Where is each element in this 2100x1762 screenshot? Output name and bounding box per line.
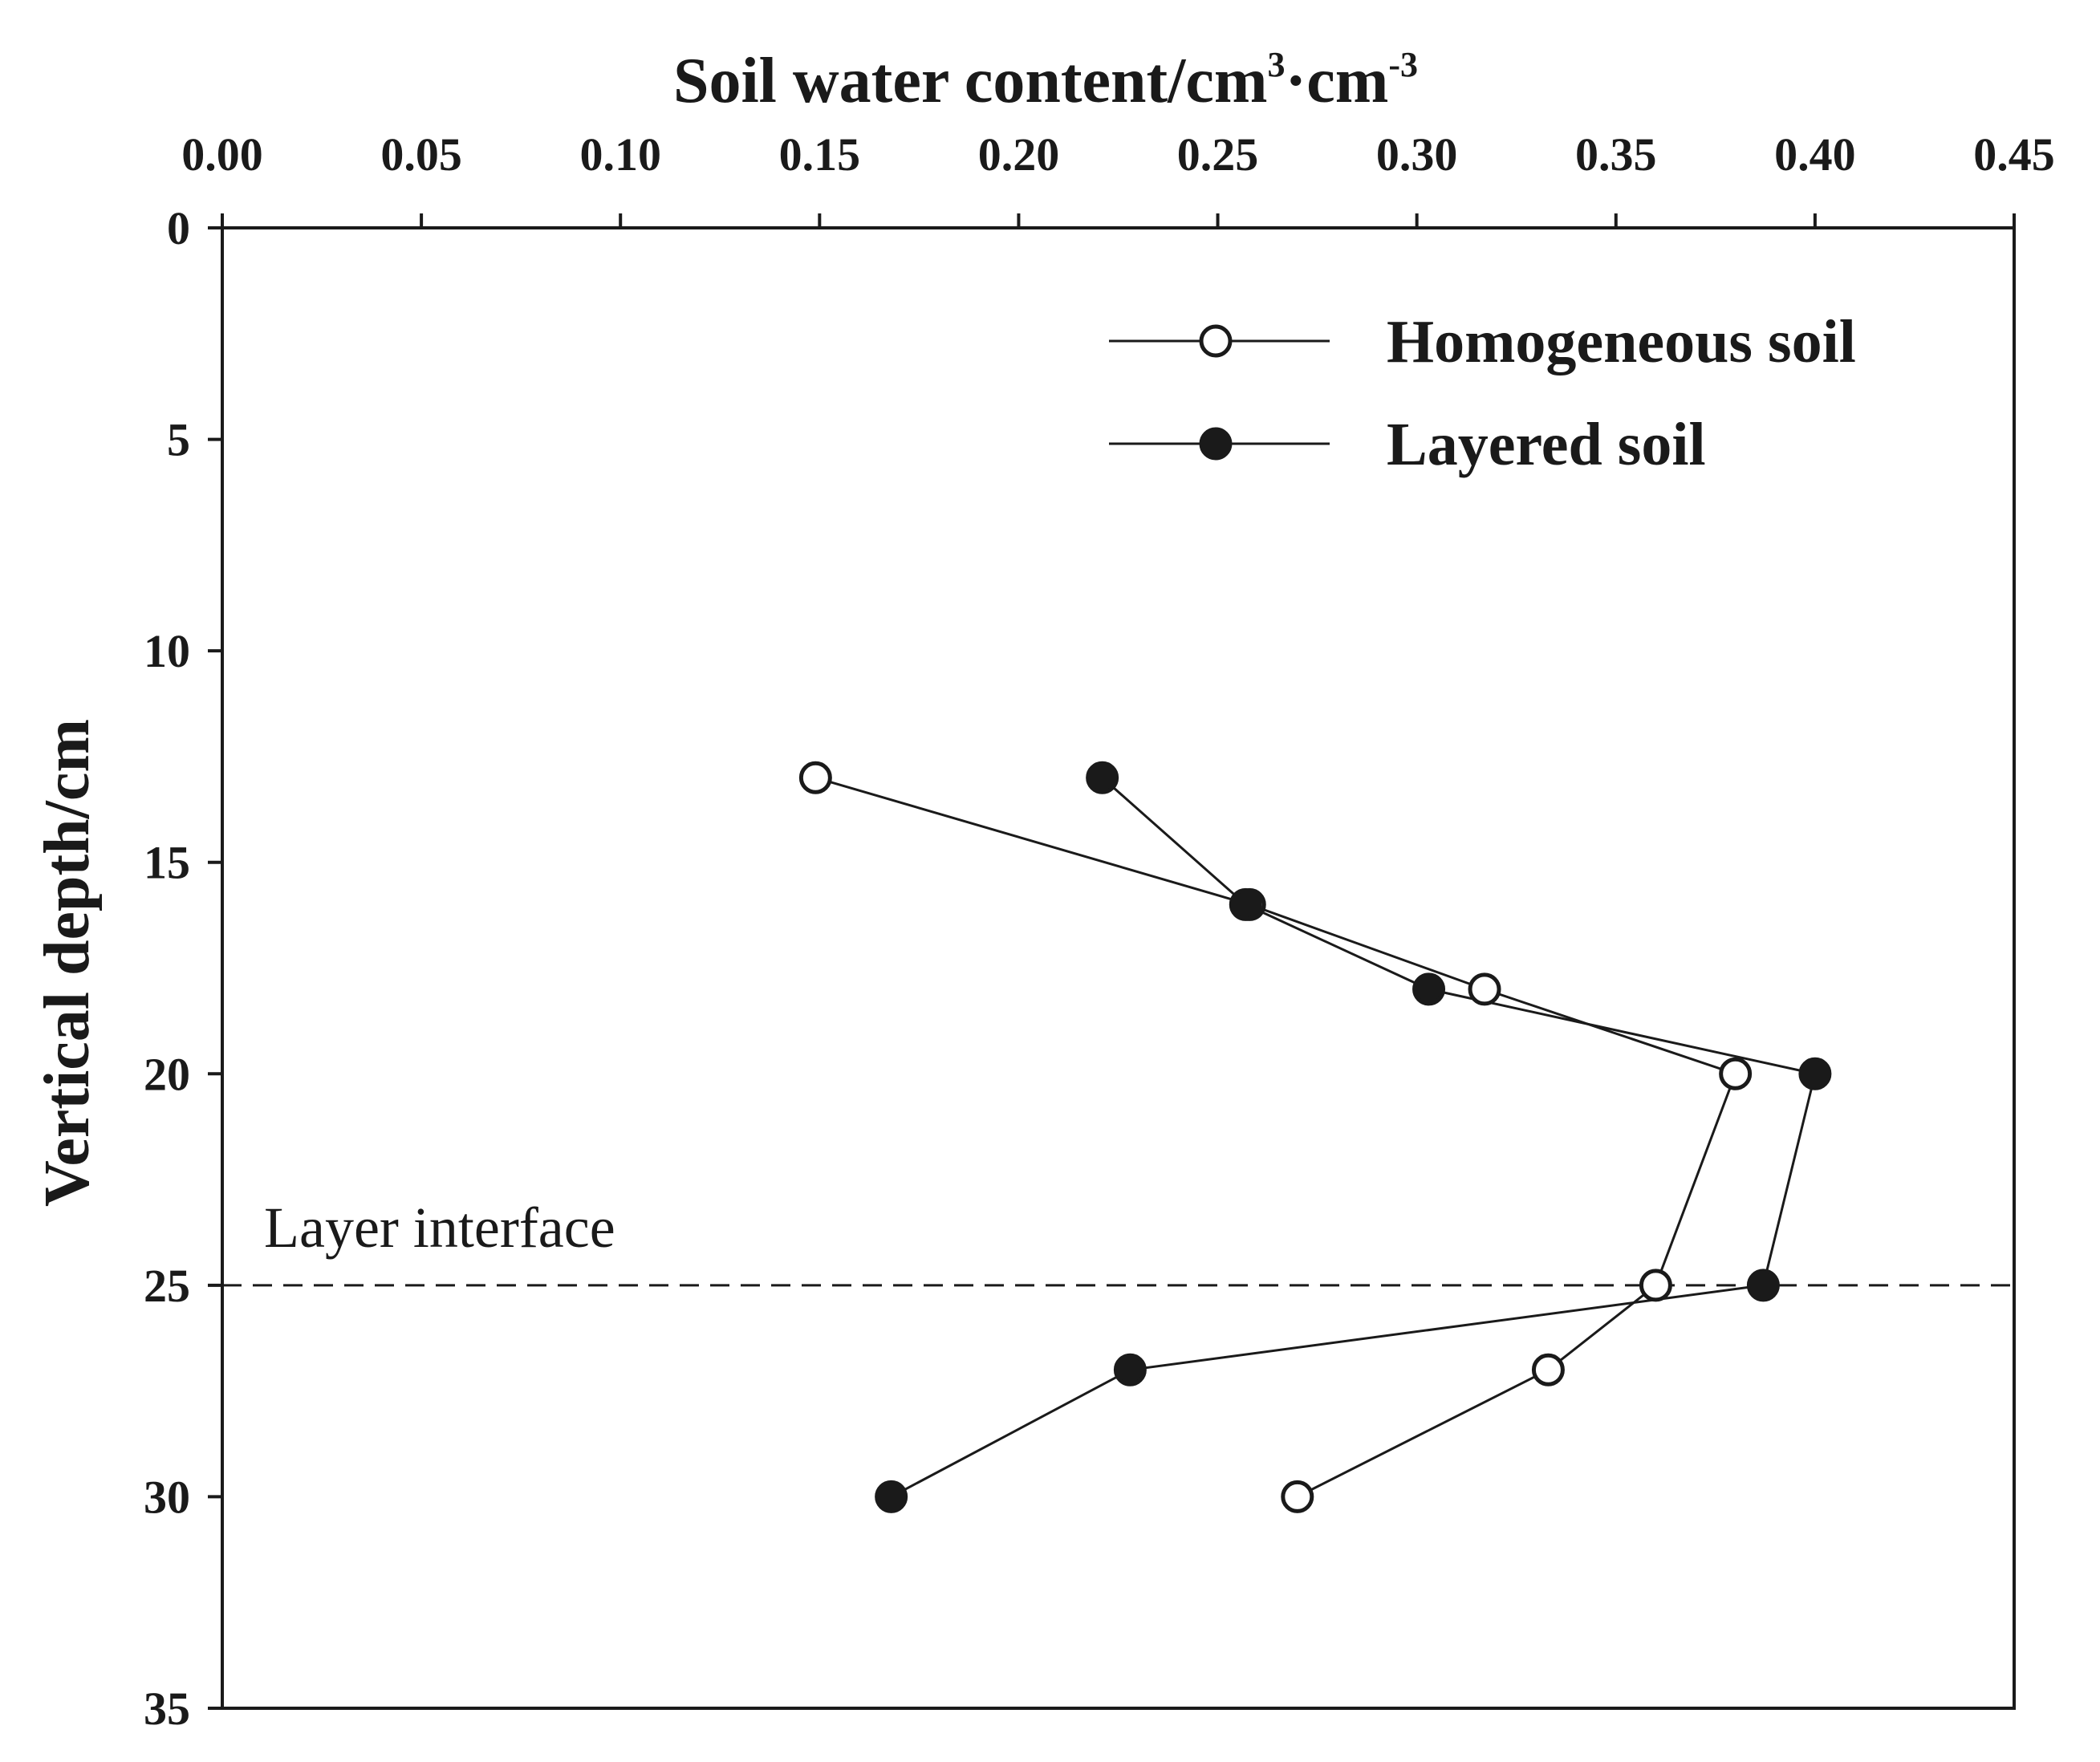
y-tick-label: 20	[144, 1048, 190, 1100]
x-tick-label: 0.45	[1973, 128, 2055, 181]
x-tick-label: 0.00	[181, 128, 263, 181]
x-tick-label: 0.10	[579, 128, 661, 181]
x-axis-title: Soil water content/cm3·cm-3	[673, 45, 1418, 116]
legend-marker-layered	[1199, 427, 1233, 461]
legend-label-layered: Layered soil	[1387, 411, 1706, 478]
layered-soil-point	[875, 1480, 908, 1513]
homogeneous-soil-point	[1468, 972, 1501, 1006]
y-axis-title: Vertical depth/cm	[32, 719, 103, 1207]
plot-frame	[221, 226, 2016, 1710]
layered-soil-point	[1412, 972, 1446, 1006]
legend-marker-homogeneous	[1199, 324, 1233, 358]
x-axis-title-sup1: 3	[1268, 45, 1286, 84]
y-tick-label: 15	[144, 837, 190, 889]
homogeneous-soil-point	[1281, 1480, 1314, 1513]
y-tick-label: 35	[144, 1683, 190, 1735]
legend: Homogeneous soil Layered soil	[1109, 308, 1856, 478]
layered-soil-point	[1113, 1353, 1147, 1386]
layered-soil-point	[1086, 761, 1119, 794]
homogeneous-soil-point	[798, 761, 832, 794]
y-tick-label: 5	[167, 414, 190, 466]
y-tick-label: 0	[167, 202, 190, 254]
homogeneous-soil-point	[1531, 1353, 1565, 1386]
x-axis-ticks: 0.00 0.05 0.10 0.15 0.20 0.25 0.30 0.35 0.40 0.45	[181, 128, 2055, 228]
layer-interface-label: Layer interface	[264, 1196, 615, 1260]
x-tick-label: 0.30	[1376, 128, 1458, 181]
homogeneous-soil-point	[1719, 1057, 1753, 1090]
y-tick-label: 25	[144, 1260, 190, 1312]
x-axis-title-mid: ·cm	[1286, 46, 1389, 116]
x-axis-title-main: Soil water content/cm	[673, 46, 1268, 116]
layered-soil-point	[1746, 1269, 1780, 1302]
layered-soil-point	[1229, 887, 1262, 921]
y-axis-ticks: 0 5 10 15 20 25 30 35	[144, 202, 222, 1735]
x-tick-label: 0.40	[1774, 128, 1856, 181]
homogeneous-soil-point	[1639, 1269, 1672, 1302]
series-markers	[798, 761, 1832, 1513]
legend-label-homogeneous: Homogeneous soil	[1387, 308, 1856, 376]
x-tick-label: 0.15	[779, 128, 861, 181]
x-tick-label: 0.05	[380, 128, 462, 181]
layered-soil-point	[1798, 1057, 1832, 1090]
x-tick-label: 0.35	[1575, 128, 1657, 181]
y-tick-label: 30	[144, 1471, 190, 1523]
annotations: Layer interface	[222, 1196, 2014, 1287]
x-tick-label: 0.25	[1177, 128, 1259, 181]
x-axis-title-sup2: -3	[1388, 45, 1418, 84]
y-tick-label: 10	[144, 625, 190, 677]
x-tick-label: 0.20	[978, 128, 1060, 181]
